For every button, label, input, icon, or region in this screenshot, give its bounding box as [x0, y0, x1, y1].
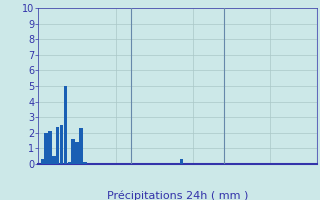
Text: Précipitations 24h ( mm ): Précipitations 24h ( mm ): [107, 191, 248, 200]
Bar: [52, 156, 56, 164]
Bar: [48, 131, 52, 164]
Bar: [79, 128, 83, 164]
Bar: [68, 162, 71, 164]
Bar: [44, 133, 48, 164]
Bar: [75, 142, 79, 164]
Bar: [41, 159, 44, 164]
Bar: [56, 127, 60, 164]
Bar: [60, 125, 63, 164]
Bar: [64, 86, 67, 164]
Bar: [83, 162, 86, 164]
Bar: [180, 159, 183, 164]
Bar: [71, 139, 75, 164]
